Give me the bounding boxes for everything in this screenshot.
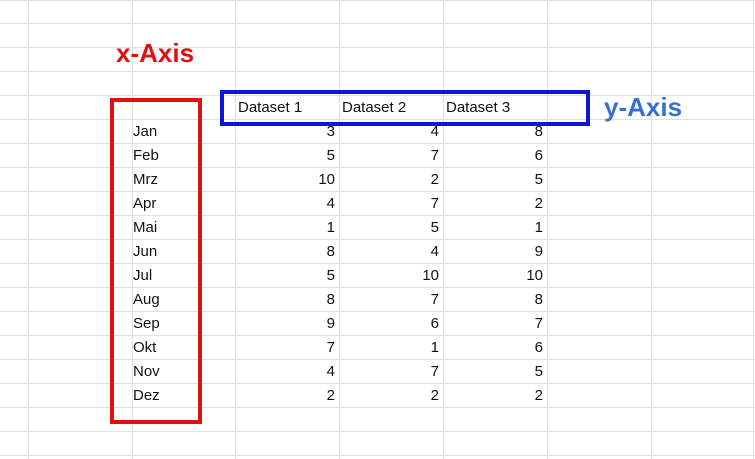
value-cell[interactable]: 1 — [430, 339, 439, 356]
grid-line — [0, 287, 755, 288]
month-cell[interactable]: Feb — [133, 147, 159, 164]
value-cell[interactable]: 10 — [526, 267, 543, 284]
grid-line — [0, 455, 755, 456]
grid-line — [339, 0, 340, 459]
y-axis-label: y-Axis — [604, 92, 683, 122]
value-cell[interactable]: 7 — [430, 363, 439, 380]
grid-line — [443, 0, 444, 459]
month-cell[interactable]: Mai — [133, 219, 158, 236]
value-cell[interactable]: 5 — [326, 267, 335, 284]
value-cell[interactable]: 5 — [430, 219, 439, 236]
value-cell[interactable]: 6 — [534, 147, 543, 164]
value-cell[interactable]: 4 — [326, 195, 335, 212]
value-cell[interactable]: 2 — [534, 195, 543, 212]
value-cell[interactable]: 9 — [326, 315, 335, 332]
grid-line — [0, 311, 755, 312]
value-cell[interactable]: 7 — [430, 291, 439, 308]
header-dataset-1[interactable]: Dataset 1 — [238, 99, 303, 116]
grid-line — [235, 0, 236, 459]
grid-line — [0, 407, 755, 408]
grid-line — [132, 0, 133, 459]
value-cell[interactable]: 8 — [326, 291, 335, 308]
month-cell[interactable]: Aug — [133, 291, 160, 308]
month-cell[interactable]: Dez — [133, 387, 160, 404]
value-cell[interactable]: 8 — [534, 291, 543, 308]
header-dataset-3[interactable]: Dataset 3 — [446, 99, 511, 116]
value-cell[interactable]: 5 — [326, 147, 335, 164]
value-cell[interactable]: 7 — [534, 315, 543, 332]
grid-line — [0, 383, 755, 384]
grid-line — [0, 167, 755, 168]
value-cell[interactable]: 4 — [430, 243, 439, 260]
value-cell[interactable]: 4 — [430, 123, 439, 140]
value-cell[interactable]: 1 — [326, 219, 335, 236]
value-cell[interactable]: 2 — [430, 387, 439, 404]
grid-line — [547, 0, 548, 459]
value-cell[interactable]: 2 — [326, 387, 335, 404]
value-cell[interactable]: 9 — [534, 243, 543, 260]
month-cell[interactable]: Nov — [133, 363, 160, 380]
value-cell[interactable]: 10 — [318, 171, 335, 188]
grid-line — [0, 239, 755, 240]
grid-line — [0, 143, 755, 144]
value-cell[interactable]: 7 — [430, 195, 439, 212]
month-cell[interactable]: Apr — [133, 195, 157, 212]
value-cell[interactable]: 8 — [326, 243, 335, 260]
month-cell[interactable]: Sep — [133, 315, 160, 332]
value-cell[interactable]: 6 — [430, 315, 439, 332]
value-cell[interactable]: 3 — [326, 123, 335, 140]
grid-line — [0, 359, 755, 360]
grid-line — [0, 71, 755, 72]
grid-line — [0, 0, 755, 1]
x-axis-label: x-Axis — [116, 38, 195, 68]
y-axis-highlight-box — [220, 90, 590, 126]
value-cell[interactable]: 5 — [534, 363, 543, 380]
value-cell[interactable]: 10 — [422, 267, 439, 284]
grid-line — [651, 0, 652, 459]
value-cell[interactable]: 7 — [430, 147, 439, 164]
month-cell[interactable]: Okt — [133, 339, 157, 356]
month-cell[interactable]: Mrz — [133, 171, 158, 188]
grid-line — [0, 335, 755, 336]
grid-line — [0, 215, 755, 216]
month-cell[interactable]: Jan — [133, 123, 158, 140]
grid-line — [28, 0, 29, 459]
grid-line — [0, 23, 755, 24]
value-cell[interactable]: 8 — [534, 123, 543, 140]
grid-line — [0, 431, 755, 432]
value-cell[interactable]: 4 — [326, 363, 335, 380]
grid-line — [0, 191, 755, 192]
x-axis-highlight-box — [110, 98, 202, 424]
header-dataset-2[interactable]: Dataset 2 — [342, 99, 407, 116]
grid-line — [0, 119, 755, 120]
value-cell[interactable]: 2 — [534, 387, 543, 404]
month-cell[interactable]: Jul — [133, 267, 153, 284]
grid-line — [0, 95, 755, 96]
month-cell[interactable]: Jun — [133, 243, 158, 260]
value-cell[interactable]: 5 — [534, 171, 543, 188]
value-cell[interactable]: 7 — [326, 339, 335, 356]
grid-line — [0, 263, 755, 264]
grid-line — [0, 47, 755, 48]
value-cell[interactable]: 2 — [430, 171, 439, 188]
value-cell[interactable]: 1 — [534, 219, 543, 236]
value-cell[interactable]: 6 — [534, 339, 543, 356]
grid-line — [753, 0, 754, 459]
